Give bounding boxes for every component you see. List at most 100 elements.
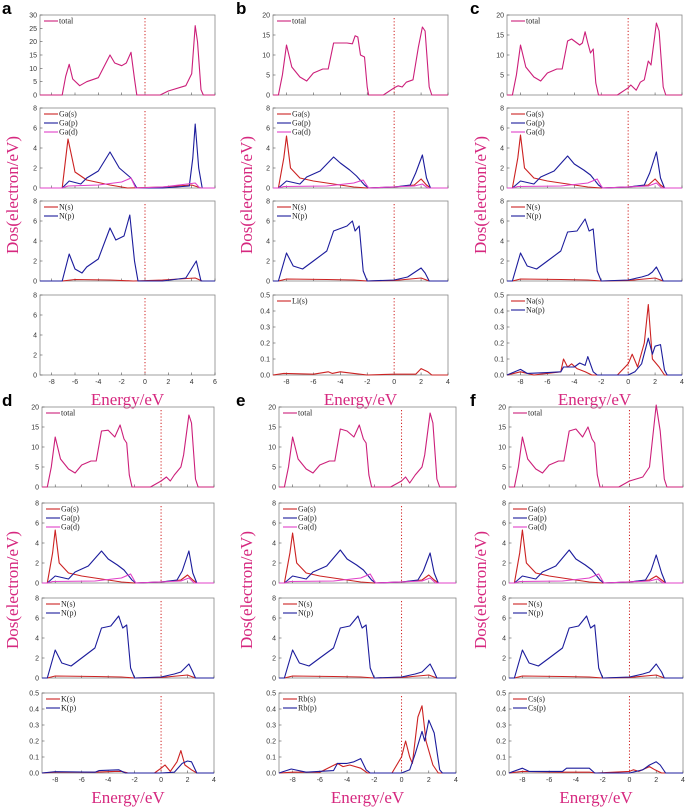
y-tick-label: 20 (268, 405, 276, 412)
y-tick-label: 20 (262, 13, 270, 20)
series-line-gap (42, 550, 214, 584)
x-tick-label: -8 (517, 379, 523, 386)
y-tick-label: 6 (266, 126, 270, 133)
series-line-total (273, 26, 448, 96)
series-line-kp (41, 760, 214, 774)
y-tick-label: 0.0 (496, 771, 506, 778)
y-axis-label: Dos(electron/eV) (3, 136, 22, 254)
y-tick-label: 4 (500, 239, 504, 246)
y-tick-label: 6 (35, 616, 39, 623)
y-tick-label: 25 (29, 26, 37, 33)
x-tick-label: 0 (392, 379, 396, 386)
y-tick-label: 2 (502, 656, 506, 663)
x-tick-label: 4 (212, 777, 216, 784)
x-tick-label: -2 (600, 777, 606, 784)
y-tick-label: 0 (266, 93, 270, 100)
legend-label: Ga(s) (528, 505, 546, 514)
y-tick-label: 4 (33, 239, 37, 246)
legend-label: total (59, 17, 74, 26)
y-tick-label: 0.1 (266, 755, 276, 762)
x-tick-label: -6 (79, 777, 85, 784)
panel-letter: a (2, 0, 12, 18)
series-line-gas (40, 138, 215, 189)
subplot-3: 0 2 4 6 8 N(s)N(p) (272, 596, 457, 683)
x-tick-label: 2 (419, 379, 423, 386)
legend-label: K(s) (61, 695, 76, 704)
series-line-total (40, 25, 215, 96)
y-axis-label: Dos(electron/eV) (237, 531, 256, 649)
series-line-ks (41, 750, 214, 774)
x-tick-label: 0 (628, 777, 632, 784)
legend-label: Cs(p) (528, 704, 546, 713)
legend-label: Ga(s) (298, 505, 316, 514)
y-tick-label: 0.3 (494, 325, 504, 332)
y-tick-label: 0.4 (29, 707, 39, 714)
legend-label: Ga(s) (526, 110, 544, 119)
x-tick-label: 2 (654, 777, 658, 784)
x-tick-label: -6 (317, 777, 323, 784)
y-tick-label: 4 (35, 541, 39, 548)
y-tick-label: 6 (272, 616, 276, 623)
y-tick-label: 0 (500, 93, 504, 100)
y-tick-label: 0.3 (266, 723, 276, 730)
subplot-1: 0 5 10 15 20 total (31, 405, 215, 492)
legend-label: K(p) (61, 704, 76, 713)
y-tick-label: 0.5 (266, 691, 276, 698)
x-tick-label: 4 (680, 379, 684, 386)
y-tick-label: 10 (262, 53, 270, 60)
series-line-ns (40, 277, 215, 282)
y-tick-label: 0.0 (260, 373, 270, 380)
legend-label: Ga(d) (61, 523, 80, 532)
x-tick-label: 0 (143, 379, 147, 386)
subplot-3: 0 2 4 6 8 N(s)N(p) (35, 596, 215, 683)
series-line-np (509, 615, 683, 679)
y-tick-label: 4 (266, 239, 270, 246)
y-tick-label: 4 (35, 636, 39, 643)
series-line-gad (279, 573, 456, 584)
panel-d: dDos(electron/eV)Energy/eV05101520total0… (2, 391, 216, 807)
y-tick-label: 0.1 (29, 755, 39, 762)
panel-letter: b (236, 0, 246, 18)
legend-label: Rb(s) (298, 695, 316, 704)
y-tick-label: 0 (35, 676, 39, 683)
y-tick-label: 0.5 (29, 691, 39, 698)
y-tick-label: 30 (29, 13, 37, 20)
legend-label: total (298, 409, 313, 418)
subplot-4: 0.0 0.1 0.2 0.3 0.4 0.5 -8 -6 -4 -2 0 2 4 Li(s) (260, 293, 450, 387)
y-tick-label: 20 (31, 405, 39, 412)
y-tick-label: 15 (498, 425, 506, 432)
y-tick-label: 8 (272, 596, 276, 603)
y-tick-label: 8 (272, 501, 276, 508)
panel-f: fDos(electron/eV)Energy/eV05101520total0… (470, 391, 685, 807)
y-tick-label: 0 (35, 581, 39, 588)
subplot-2: 0 2 4 6 8 Ga(s)Ga(p)Ga(d) (272, 501, 457, 588)
legend-label: N(s) (528, 600, 543, 609)
y-tick-label: 4 (502, 541, 506, 548)
legend-label: Ga(p) (61, 514, 80, 523)
y-tick-label: 0 (272, 485, 276, 492)
legend-label: total (528, 409, 543, 418)
series-line-total (507, 22, 682, 96)
series-line-ns (507, 277, 682, 282)
legend-label: Ga(p) (526, 119, 545, 128)
y-tick-label: 0 (33, 186, 37, 193)
y-tick-label: 0.4 (496, 707, 506, 714)
x-tick-label: -6 (72, 379, 78, 386)
y-tick-label: 8 (266, 199, 270, 206)
x-tick-label: -8 (519, 777, 525, 784)
x-tick-label: 4 (681, 777, 685, 784)
series-line-lis (272, 368, 448, 376)
x-tick-label: -2 (131, 777, 137, 784)
legend-label: N(s) (292, 203, 307, 212)
y-tick-label: 15 (268, 425, 276, 432)
y-tick-label: 10 (496, 53, 504, 60)
y-tick-label: 2 (33, 166, 37, 173)
legend-label: Ga(p) (292, 119, 311, 128)
series-line-total (42, 414, 214, 488)
x-tick-label: 0 (626, 379, 630, 386)
x-tick-label: -2 (119, 379, 125, 386)
series-line-gap (273, 154, 448, 189)
legend-label: Ga(d) (298, 523, 317, 532)
